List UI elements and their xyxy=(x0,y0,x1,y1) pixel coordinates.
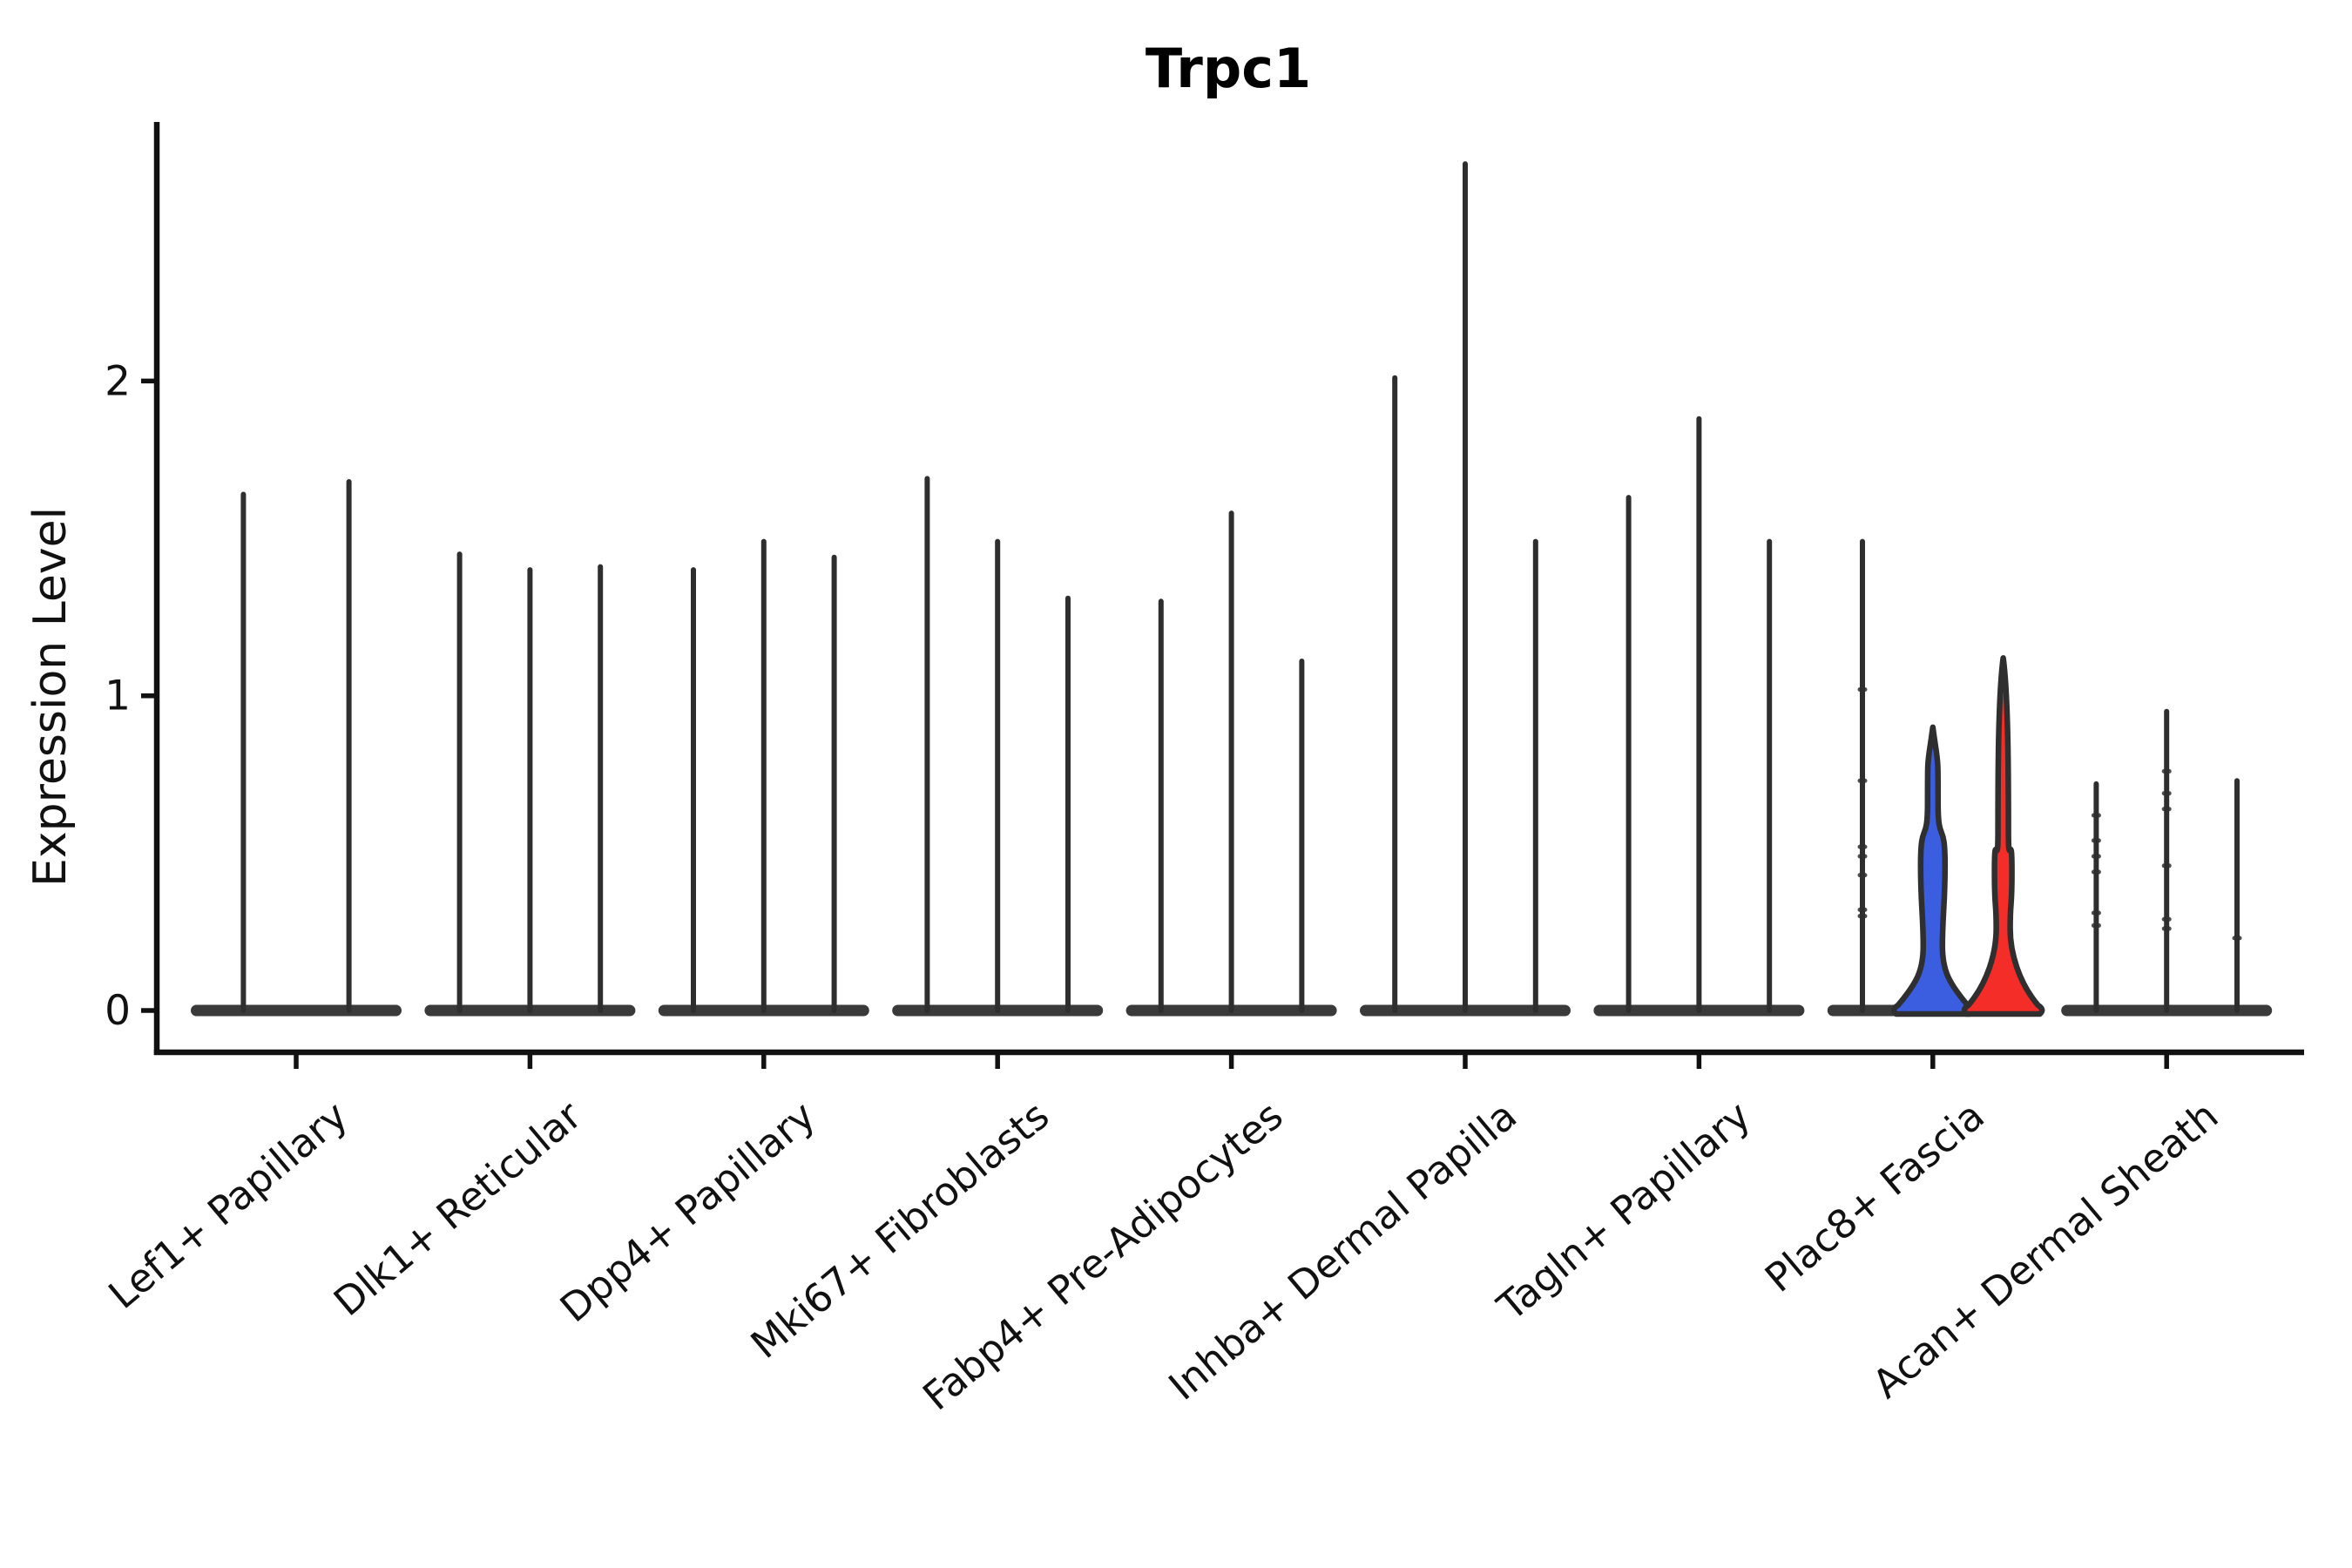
expression-point xyxy=(2161,791,2172,796)
violin-series xyxy=(191,161,2273,1017)
expression-point xyxy=(2091,910,2101,916)
y-tick-label: 1 xyxy=(105,672,131,720)
split-violin xyxy=(1961,655,2045,1017)
expression-point xyxy=(1857,854,1868,859)
y-tick-label: 0 xyxy=(105,987,131,1035)
expression-point xyxy=(1857,914,1868,919)
violin-base-bar xyxy=(191,1004,402,1017)
x-tick-label: Lef1+ Papillary xyxy=(100,1092,356,1318)
x-tick-label: Tagln+ Papillary xyxy=(1488,1092,1759,1330)
expression-point xyxy=(2161,916,2172,922)
expression-point xyxy=(2091,854,2101,859)
expression-point xyxy=(2091,838,2101,843)
expression-point xyxy=(1857,686,1868,692)
y-tick-label: 2 xyxy=(105,357,131,405)
x-tick-label: Dlk1+ Reticular xyxy=(325,1092,591,1326)
expression-point xyxy=(1857,907,1868,912)
expression-point xyxy=(1857,778,1868,783)
expression-point xyxy=(2091,813,2101,818)
x-axis-ticks xyxy=(294,1052,2169,1069)
expression-point xyxy=(2161,863,2172,868)
expression-point xyxy=(2161,926,2172,931)
expression-point xyxy=(2091,869,2101,875)
expression-point xyxy=(2161,807,2172,812)
expression-point xyxy=(1857,873,1868,878)
y-axis-label: Expression Level xyxy=(24,507,77,887)
expression-point xyxy=(2161,768,2172,774)
expression-point xyxy=(1857,844,1868,849)
split-violin xyxy=(1891,724,1975,1017)
x-tick-label: Dpp4+ Papillary xyxy=(551,1092,824,1332)
expression-point xyxy=(2091,923,2101,928)
y-axis-ticks: 0 1 2 xyxy=(105,357,157,1035)
expression-point xyxy=(2232,936,2242,941)
chart-title: Trpc1 xyxy=(1146,37,1311,100)
x-tick-label: Plac8+ Fascia xyxy=(1756,1092,1993,1301)
